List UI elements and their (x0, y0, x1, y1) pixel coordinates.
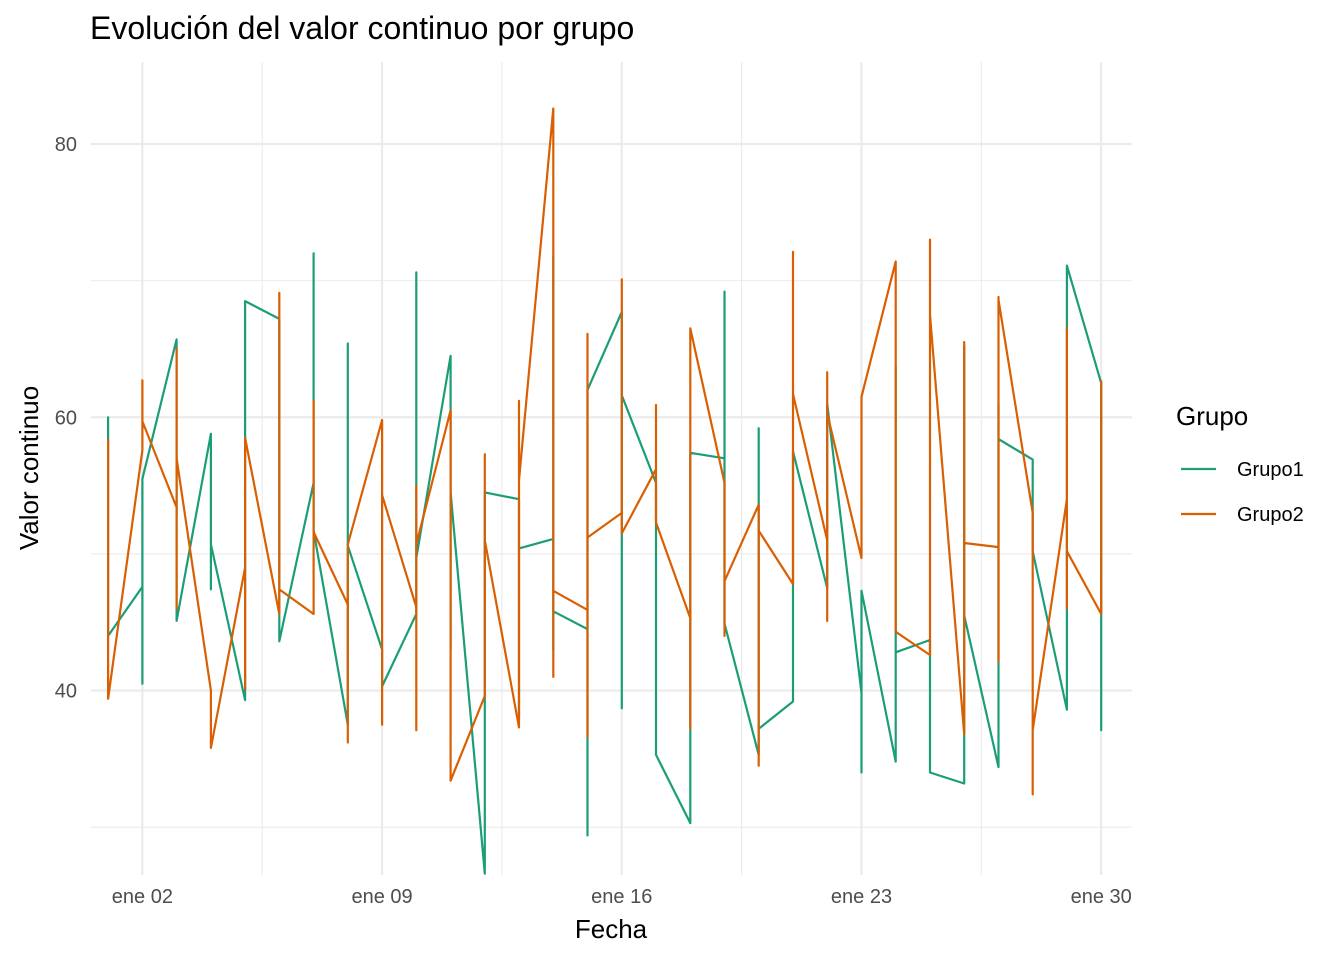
x-axis-title: Fecha (575, 914, 648, 944)
legend-label-grupo2: Grupo2 (1237, 504, 1304, 526)
y-tick-label: 60 (55, 407, 77, 429)
legend-label-grupo1: Grupo1 (1237, 459, 1304, 481)
x-tick-label: ene 23 (831, 886, 892, 908)
legend-title: Grupo (1176, 401, 1248, 431)
y-tick-label: 80 (55, 134, 77, 156)
chart-title: Evolución del valor continuo por grupo (90, 10, 635, 46)
series-layer (106, 107, 1103, 875)
series-line-grupo2 (106, 107, 1103, 796)
x-tick-label: ene 02 (112, 886, 173, 908)
grid (91, 62, 1132, 875)
x-tick-label: ene 09 (351, 886, 412, 908)
x-axis-ticks: ene 02 ene 09 ene 16 ene 23 ene 30 (112, 886, 1132, 908)
y-axis-title: Valor continuo (14, 386, 44, 550)
y-tick-label: 40 (55, 681, 77, 703)
series-line-grupo1 (106, 252, 1103, 875)
legend: Grupo Grupo1 Grupo2 (1176, 401, 1304, 526)
x-tick-label: ene 30 (1071, 886, 1132, 908)
x-tick-label: ene 16 (591, 886, 652, 908)
y-axis-ticks: 40 60 80 (55, 134, 77, 703)
